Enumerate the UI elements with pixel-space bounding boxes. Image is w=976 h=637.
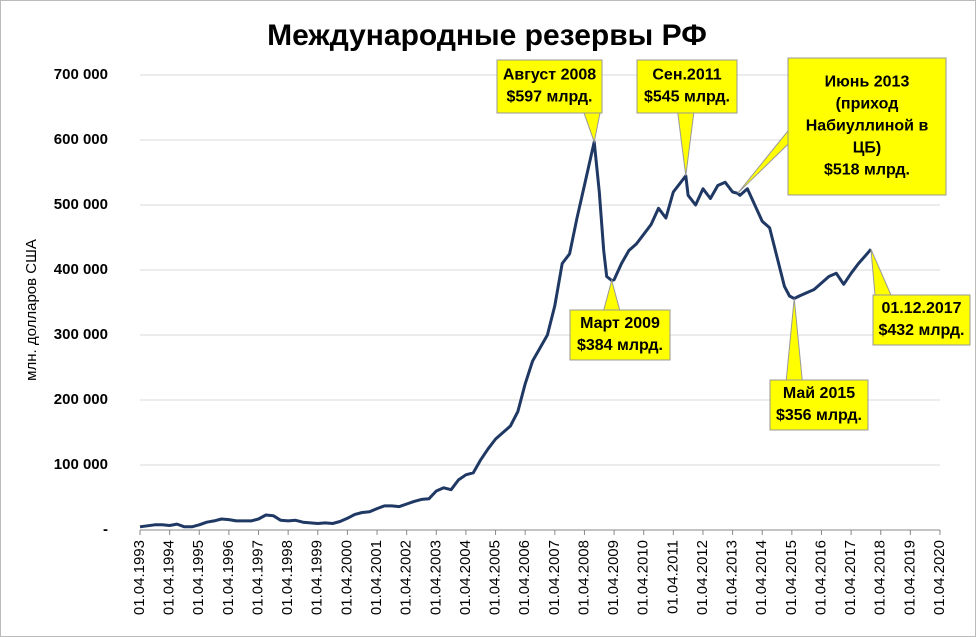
- x-tick-label: 01.04.1993: [131, 540, 148, 615]
- annotation-text: Июнь 2013: [825, 74, 910, 91]
- annotation-text: 01.12.2017: [881, 300, 961, 317]
- annotation-text: $432 млрд.: [878, 322, 964, 339]
- annotation-text: Сен.2011: [652, 67, 721, 84]
- annotation-text: ЦБ): [853, 140, 882, 157]
- x-tick-label: 01.04.2016: [812, 540, 829, 615]
- y-tick-label: 600 000: [54, 131, 108, 148]
- x-tick-label: 01.04.2003: [427, 540, 444, 615]
- callout-box: [496, 59, 603, 114]
- x-tick-label: 01.04.1994: [161, 540, 178, 615]
- annotation: Май 2015 $356 млрд.: [769, 298, 869, 431]
- callout-box: [569, 309, 671, 361]
- callout-box: [636, 59, 738, 114]
- annotation: 01.12.2017 $432 млрд.: [870, 248, 971, 346]
- x-tick-label: 01.04.2001: [368, 540, 385, 615]
- x-tick-label: 01.04.2018: [872, 540, 889, 615]
- x-tick-label: 01.04.2000: [338, 540, 355, 615]
- x-tick-label: 01.04.2005: [487, 540, 504, 615]
- y-tick-label: 500 000: [54, 196, 108, 213]
- annotation-text: Март 2009: [580, 315, 660, 332]
- series-line: [139, 140, 873, 529]
- callout-box: [769, 379, 869, 431]
- annotation-text: Май 2015: [783, 385, 855, 402]
- annotation: Август 2008 $597 млрд.: [496, 59, 603, 144]
- x-tick-label: 01.04.2010: [635, 540, 652, 615]
- annotation: Июнь 2013 (приход Набиуллиной в ЦБ) $518 млр…: [737, 57, 947, 196]
- x-tick-label: 01.04.1998: [279, 540, 296, 615]
- y-tick-label: -: [103, 521, 108, 538]
- x-tick-label: 01.04.2015: [783, 540, 800, 615]
- y-tick-label: 100 000: [54, 456, 108, 473]
- x-tick-label: 01.04.2011: [664, 540, 681, 614]
- x-tick-label: 01.04.2012: [694, 540, 711, 615]
- y-axis-label: млн. долларов США: [23, 239, 40, 381]
- x-tick-label: 01.04.1995: [190, 540, 207, 615]
- y-tick-label: 700 000: [54, 66, 108, 83]
- annotation-text: Набиуллиной в: [806, 118, 929, 135]
- annotation-text: $597 млрд.: [506, 89, 592, 106]
- x-tick-label: 01.04.2020: [931, 540, 948, 615]
- annotation: Март 2009 $384 млрд.: [569, 278, 671, 361]
- x-tick-label: 01.04.2013: [724, 540, 741, 615]
- x-tick-label: 01.04.2002: [398, 540, 415, 615]
- chart-title: Международные резервы РФ: [267, 19, 707, 52]
- x-tick-label: 01.04.2007: [546, 540, 563, 615]
- y-tick-label: 300 000: [54, 326, 108, 343]
- annotation-text: Август 2008: [503, 67, 596, 84]
- callout-box: [872, 294, 971, 346]
- annotation-text: (приход: [836, 96, 899, 113]
- x-tick-label: 01.04.2006: [516, 540, 533, 615]
- x-tick-label: 01.04.2008: [575, 540, 592, 615]
- x-tick-label: 01.04.2009: [605, 540, 622, 615]
- annotation: Сен.2011 $545 млрд.: [636, 59, 738, 176]
- x-tick-label: 01.04.1997: [249, 540, 266, 615]
- y-tick-label: 400 000: [54, 261, 108, 278]
- annotation-text: $545 млрд.: [644, 89, 730, 106]
- x-tick-label: 01.04.2004: [457, 540, 474, 615]
- x-tick-label: 01.04.2019: [901, 540, 918, 615]
- annotation-text: $384 млрд.: [577, 337, 663, 354]
- x-tick-label: 01.04.2017: [842, 540, 859, 615]
- x-tick-label: 01.04.1996: [220, 540, 237, 615]
- x-tick-label: 01.04.2014: [753, 540, 770, 615]
- annotation-text: $356 млрд.: [776, 407, 862, 424]
- callout-box: [787, 57, 947, 196]
- x-tick-label: 01.04.1999: [309, 540, 326, 615]
- annotation-text: $518 млрд.: [824, 162, 910, 179]
- y-tick-label: 200 000: [54, 391, 108, 408]
